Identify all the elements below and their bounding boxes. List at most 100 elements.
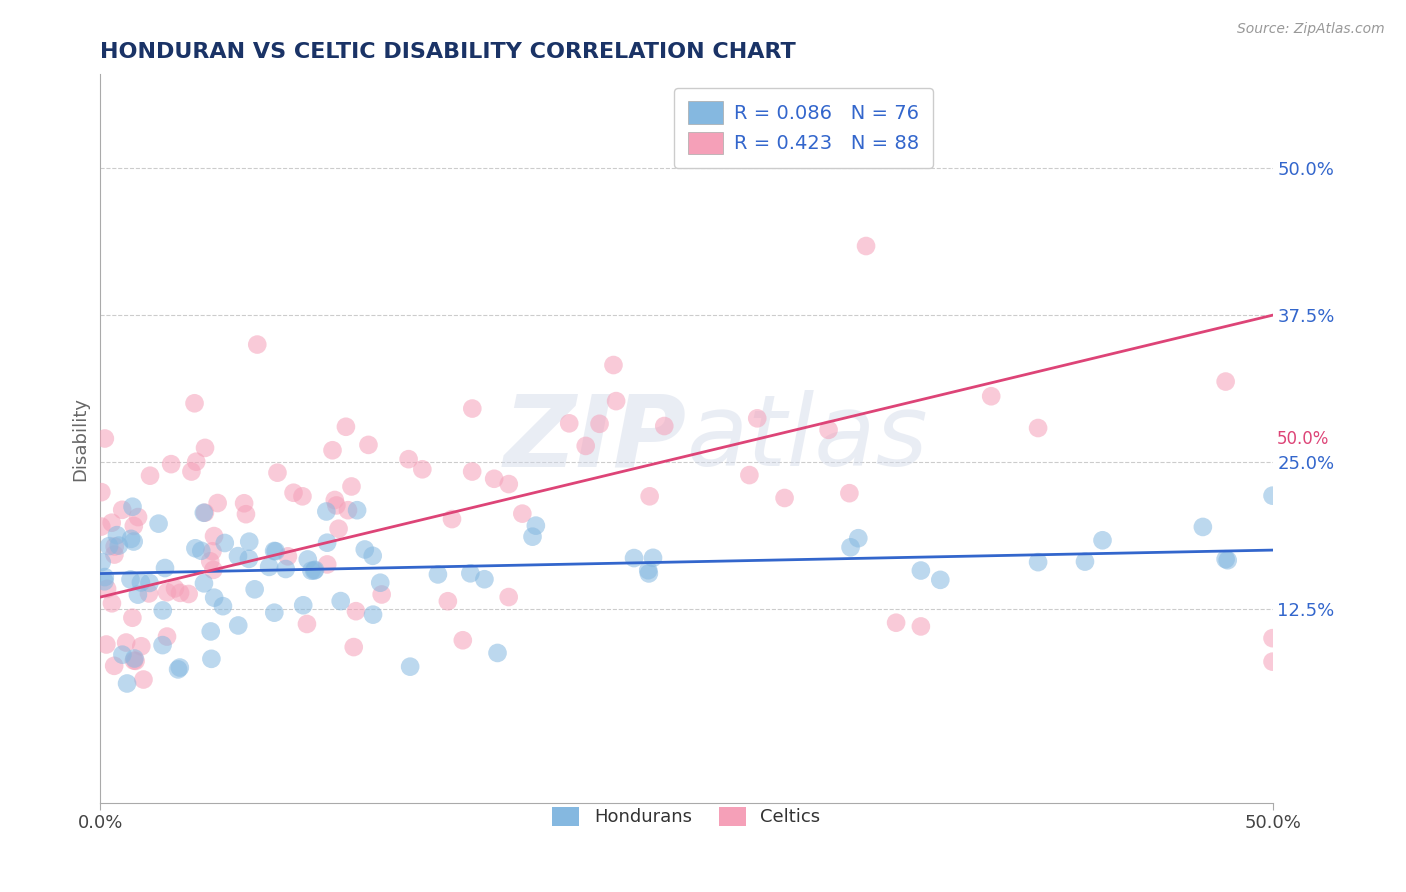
Celtics [773, 491, 796, 505]
Hondurans [460, 566, 482, 581]
Celtics [482, 472, 505, 486]
Celtics [605, 394, 627, 409]
Hondurans [120, 573, 142, 587]
Hondurans [238, 534, 260, 549]
Celtics [90, 485, 112, 500]
Hondurans [153, 561, 176, 575]
Hondurans [167, 662, 190, 676]
Hondurans [257, 560, 280, 574]
Hondurans [90, 555, 112, 569]
Celtics [328, 522, 350, 536]
Hondurans [105, 528, 128, 542]
Celtics [194, 506, 217, 520]
Hondurans [122, 534, 145, 549]
Celtics [451, 633, 474, 648]
Celtics [1215, 375, 1237, 389]
Celtics [121, 611, 143, 625]
Hondurans [115, 676, 138, 690]
Hondurans [238, 552, 260, 566]
Y-axis label: Disability: Disability [72, 397, 89, 481]
Celtics [201, 544, 224, 558]
Celtics [169, 586, 191, 600]
Celtics [817, 423, 839, 437]
Celtics [512, 507, 534, 521]
Hondurans [522, 530, 544, 544]
Celtics [186, 455, 208, 469]
Celtics [498, 590, 520, 604]
Hondurans [98, 539, 121, 553]
Celtics [575, 439, 598, 453]
Hondurans [1261, 489, 1284, 503]
Hondurans [121, 500, 143, 514]
Hondurans [169, 660, 191, 674]
Celtics [277, 549, 299, 564]
Hondurans [193, 576, 215, 591]
Hondurans [297, 552, 319, 566]
Hondurans [148, 516, 170, 531]
Celtics [316, 558, 339, 572]
Celtics [124, 654, 146, 668]
Celtics [103, 548, 125, 562]
Celtics [156, 630, 179, 644]
Hondurans [274, 562, 297, 576]
Celtics [177, 587, 200, 601]
Celtics [638, 489, 661, 503]
Celtics [200, 554, 222, 568]
Hondurans [202, 591, 225, 605]
Hondurans [111, 648, 134, 662]
Hondurans [1192, 520, 1215, 534]
Hondurans [190, 543, 212, 558]
Celtics [325, 499, 347, 513]
Celtics [115, 635, 138, 649]
Celtics [122, 654, 145, 668]
Celtics [96, 638, 118, 652]
Hondurans [263, 544, 285, 558]
Hondurans [226, 618, 249, 632]
Celtics [910, 619, 932, 633]
Celtics [160, 457, 183, 471]
Celtics [131, 640, 153, 654]
Hondurans [243, 582, 266, 597]
Hondurans [1216, 553, 1239, 567]
Hondurans [846, 531, 869, 545]
Hondurans [1091, 533, 1114, 548]
Hondurans [299, 564, 322, 578]
Celtics [163, 582, 186, 596]
Hondurans [315, 504, 337, 518]
Celtics [437, 594, 460, 608]
Celtics [980, 389, 1002, 403]
Celtics [138, 586, 160, 600]
Hondurans [138, 576, 160, 591]
Hondurans [184, 541, 207, 556]
Text: ZIP: ZIP [503, 390, 686, 487]
Hondurans [346, 503, 368, 517]
Celtics [194, 441, 217, 455]
Celtics [461, 401, 484, 416]
Celtics [156, 585, 179, 599]
Hondurans [910, 564, 932, 578]
Celtics [602, 358, 624, 372]
Hondurans [316, 535, 339, 549]
Celtics [337, 503, 360, 517]
Celtics [747, 411, 769, 425]
Hondurans [200, 652, 222, 666]
Hondurans [399, 659, 422, 673]
Celtics [180, 465, 202, 479]
Hondurans [129, 575, 152, 590]
Celtics [1261, 655, 1284, 669]
Celtics [344, 604, 367, 618]
Hondurans [93, 574, 115, 589]
Celtics [202, 563, 225, 577]
Hondurans [304, 563, 326, 577]
Celtics [461, 465, 484, 479]
Hondurans [637, 566, 659, 581]
Celtics [132, 673, 155, 687]
Hondurans [361, 549, 384, 563]
Hondurans [263, 606, 285, 620]
Celtics [266, 466, 288, 480]
Celtics [283, 485, 305, 500]
Celtics [103, 658, 125, 673]
Hondurans [1074, 555, 1097, 569]
Hondurans [124, 651, 146, 665]
Hondurans [524, 518, 547, 533]
